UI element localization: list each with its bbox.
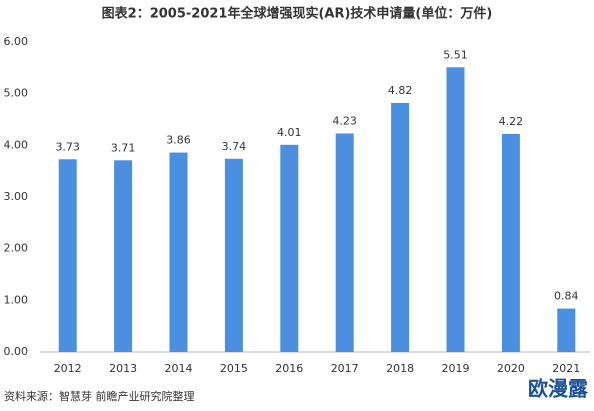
bar (114, 160, 133, 352)
y-tick-label: 2.00 (4, 242, 29, 255)
data-label: 3.74 (222, 140, 247, 153)
x-tick-label: 2013 (109, 362, 137, 375)
bar (335, 133, 354, 352)
x-tick-label: 2012 (54, 362, 82, 375)
data-label: 4.01 (277, 126, 302, 139)
data-label: 3.71 (111, 141, 136, 154)
chart-title: 图表2：2005-2021年全球增强现实(AR)技术申请量(单位：万件) (102, 6, 493, 22)
y-tick-label: 5.00 (4, 87, 29, 100)
x-tick-label: 2016 (275, 362, 303, 375)
x-tick-label: 2015 (220, 362, 248, 375)
bar (446, 67, 465, 353)
x-tick-label: 2017 (331, 362, 359, 375)
source-note: 资料来源：智慧芽 前瞻产业研究院整理 (4, 389, 195, 403)
bar (169, 152, 188, 352)
y-tick-label: 1.00 (4, 293, 29, 306)
bar (501, 133, 520, 352)
data-label: 0.84 (554, 290, 579, 303)
bar (280, 144, 299, 352)
x-tick-label: 2021 (552, 362, 580, 375)
x-tick-label: 2014 (165, 362, 193, 375)
bar (224, 158, 243, 352)
data-label: 4.22 (499, 115, 524, 128)
y-tick-label: 6.00 (4, 35, 29, 48)
y-tick-label: 4.00 (4, 138, 29, 151)
data-label: 4.23 (332, 114, 357, 127)
data-label: 3.73 (55, 140, 80, 153)
x-tick-label: 2020 (497, 362, 525, 375)
data-label: 5.51 (443, 48, 468, 61)
data-label: 3.86 (166, 134, 191, 147)
x-tick-label: 2019 (442, 362, 470, 375)
x-tick-label: 2018 (386, 362, 414, 375)
data-label: 4.82 (388, 84, 413, 97)
y-tick-label: 3.00 (4, 190, 29, 203)
y-tick-label: 0.00 (4, 345, 29, 358)
bar (391, 102, 410, 352)
bar (58, 159, 77, 352)
bar (557, 308, 576, 352)
watermark: 欧漫露 (528, 377, 589, 401)
